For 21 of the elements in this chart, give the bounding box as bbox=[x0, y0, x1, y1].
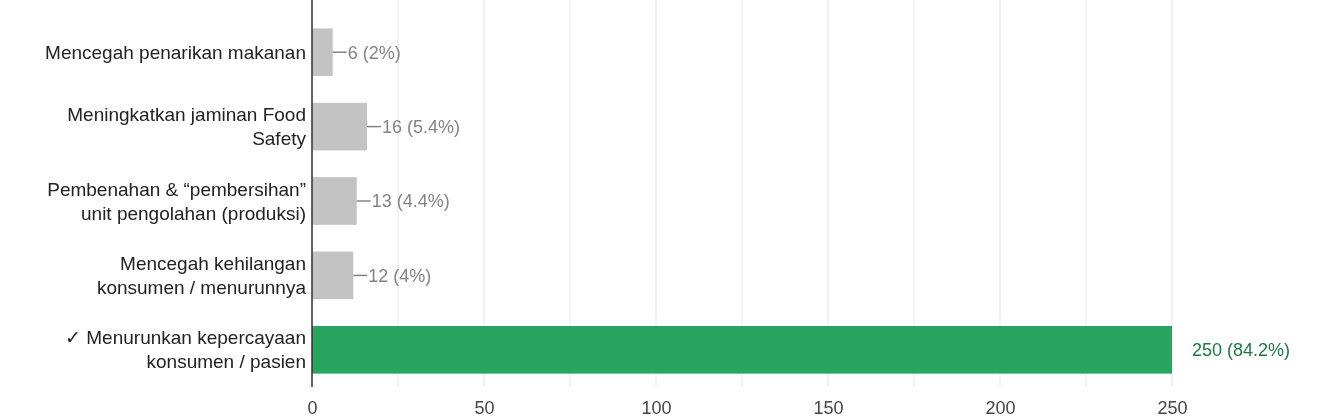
data-label: 13 (4.4%) bbox=[371, 191, 450, 212]
x-tick-label: 0 bbox=[307, 397, 318, 418]
data-label: 6 (2%) bbox=[347, 42, 401, 63]
x-tick-label: 150 bbox=[813, 397, 844, 418]
data-label: 12 (4%) bbox=[368, 265, 432, 286]
bar bbox=[312, 177, 357, 225]
x-tick-label: 250 bbox=[1157, 397, 1188, 418]
x-tick-label: 100 bbox=[641, 397, 672, 418]
y-tick-label: Meningkatkan jaminan Food Safety bbox=[67, 104, 307, 150]
y-tick-label: Mencegah penarikan makanan bbox=[45, 41, 306, 63]
y-tick-label: Mencegah kehilangan konsumen / menurunnya bbox=[96, 253, 307, 299]
y-tick-label: ✓ Menurunkan kepercayaan konsumen / pasien bbox=[65, 327, 306, 373]
x-tick-label: 200 bbox=[985, 397, 1016, 418]
data-label: 250 (84.2%) bbox=[1192, 340, 1291, 361]
bar bbox=[312, 251, 354, 300]
bar bbox=[312, 28, 333, 77]
data-label: 16 (5.4%) bbox=[382, 116, 461, 137]
bar bbox=[312, 325, 1172, 374]
x-tick-label: 50 bbox=[474, 397, 495, 418]
y-tick-label: Pembenahan & “pembersihan” unit pengolahan (produksi) bbox=[47, 178, 306, 224]
bar bbox=[312, 102, 368, 151]
